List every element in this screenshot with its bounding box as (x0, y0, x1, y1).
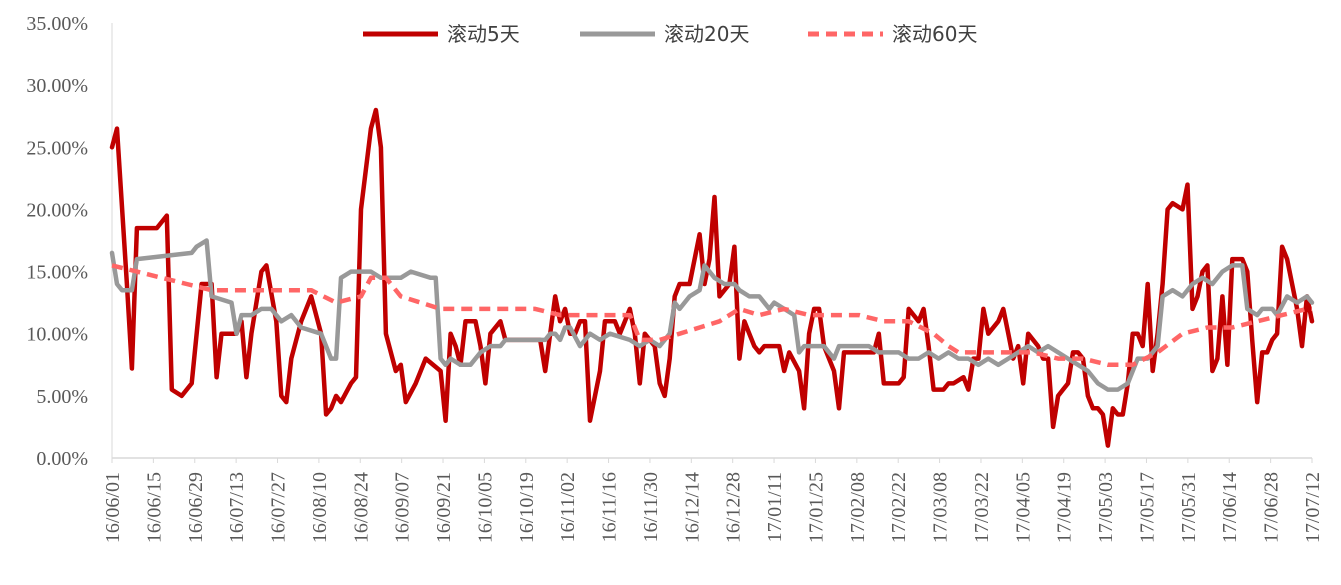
x-tick-label: 16/09/07 (392, 472, 414, 543)
y-tick-label: 30.00% (26, 75, 88, 97)
x-tick-label: 16/06/29 (185, 472, 207, 543)
x-tick-label: 16/11/16 (599, 472, 621, 542)
legend-label-3: 滚动60天 (892, 22, 977, 46)
y-tick-label: 20.00% (26, 199, 88, 221)
y-tick-label: 0.00% (36, 448, 88, 470)
y-tick-label: 35.00% (26, 13, 88, 35)
x-tick-label: 16/10/19 (516, 472, 538, 543)
x-tick-label: 16/07/27 (268, 472, 290, 543)
x-tick-label: 17/03/08 (930, 472, 952, 543)
x-tick-label: 16/06/01 (102, 472, 124, 543)
y-tick-label: 5.00% (36, 386, 88, 408)
x-tick-label: 16/12/28 (723, 472, 745, 543)
x-tick-label: 17/01/25 (805, 472, 827, 543)
x-tick-label: 16/09/21 (433, 472, 455, 543)
x-tick-label: 16/10/05 (474, 472, 496, 543)
x-tick-label: 17/05/03 (1095, 472, 1117, 543)
x-tick-label: 17/04/19 (1054, 472, 1076, 543)
y-tick-label: 15.00% (26, 262, 88, 284)
y-tick-label: 10.00% (26, 324, 88, 346)
x-axis: 16/06/01 16/06/15 16/06/29 16/07/13 16/07/27… (102, 457, 1324, 543)
x-tick-label: 16/11/02 (557, 472, 579, 542)
legend-label-2: 滚动20天 (664, 22, 749, 46)
x-tick-label: 16/07/13 (226, 472, 248, 543)
x-tick-label: 17/01/11 (764, 472, 786, 542)
series-line-1 (109, 107, 1315, 448)
x-tick-label: 17/06/14 (1219, 472, 1241, 543)
x-tick-label: 17/05/17 (1136, 472, 1158, 543)
x-tick-label: 17/02/22 (888, 472, 910, 543)
y-tick-label: 25.00% (26, 137, 88, 159)
y-axis: 0.00% 5.00% 10.00% 15.00% 20.00% 25.00% 30.00%… (26, 13, 113, 470)
legend: 滚动5天 滚动20天 滚动60天 (363, 22, 977, 46)
x-tick-label: 16/08/10 (309, 472, 331, 543)
x-tick-label: 17/03/22 (971, 472, 993, 543)
x-tick-label: 17/06/28 (1261, 472, 1283, 543)
x-tick-label: 16/12/14 (681, 472, 703, 543)
series-group (109, 107, 1315, 448)
x-tick-label: 17/07/12 (1302, 472, 1324, 543)
series-line-2 (109, 238, 1315, 392)
legend-label-1: 滚动5天 (447, 22, 520, 46)
x-tick-label: 17/04/05 (1012, 472, 1034, 543)
x-tick-label: 16/06/15 (143, 472, 165, 543)
x-tick-label: 17/02/08 (847, 472, 869, 543)
series-line-3 (111, 263, 1312, 368)
x-tick-label: 16/11/30 (640, 472, 662, 542)
x-tick-label: 16/08/24 (350, 472, 372, 543)
x-tick-label: 17/05/31 (1178, 472, 1200, 543)
